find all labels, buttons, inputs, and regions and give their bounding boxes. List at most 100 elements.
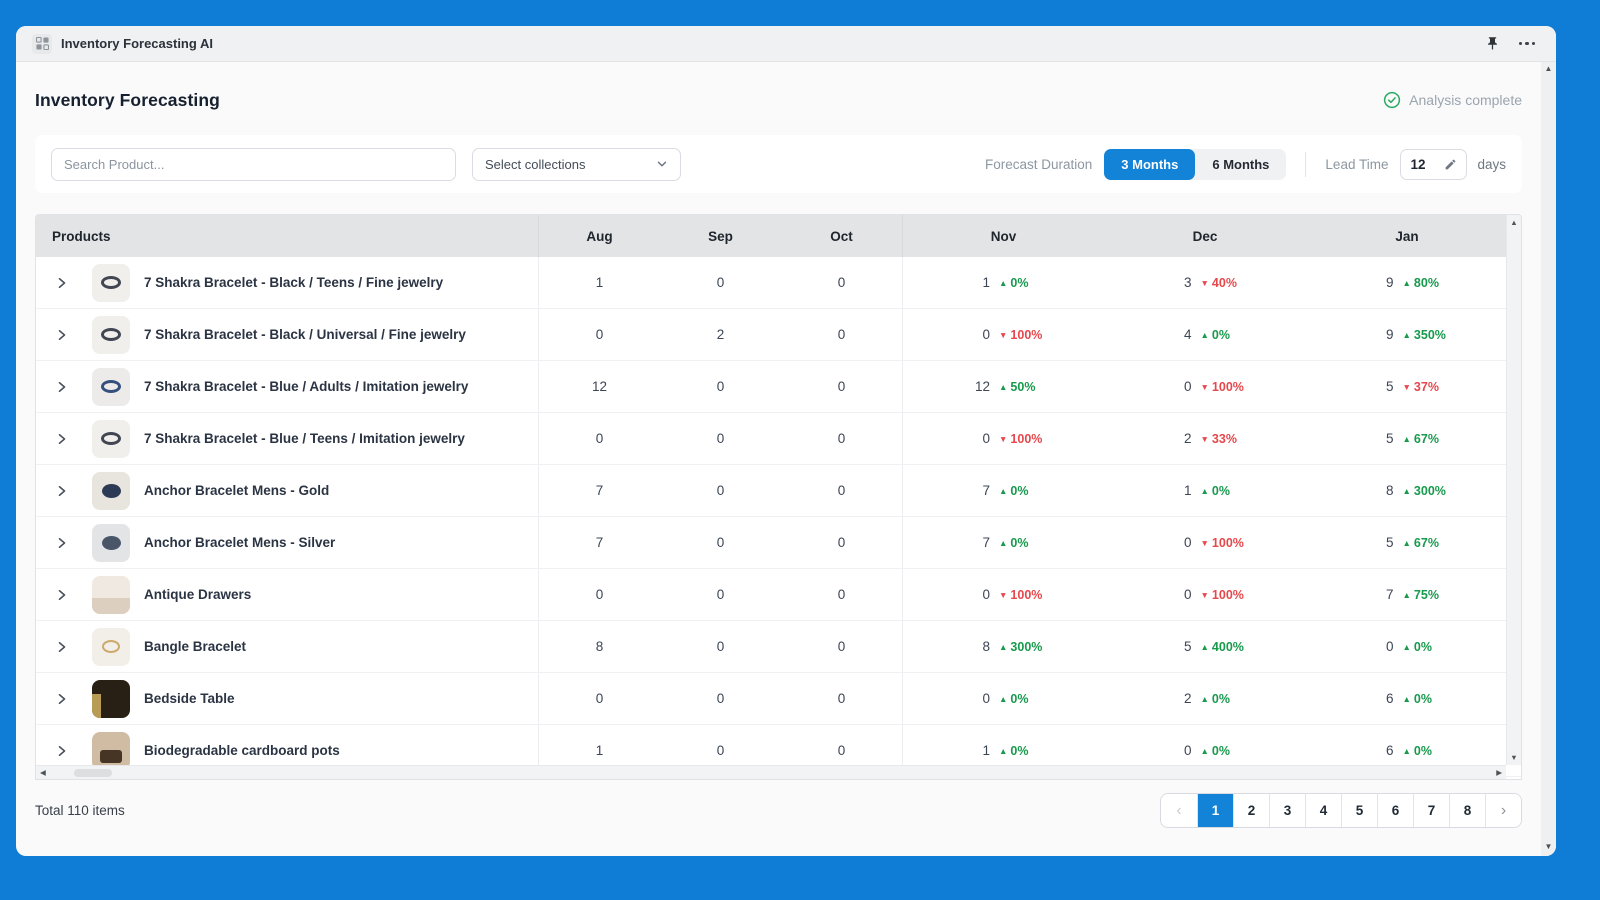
horizontal-scroll-thumb[interactable] <box>74 769 112 777</box>
lead-time-value: 12 <box>1410 156 1426 172</box>
dec-forecast-cell: 2 ▲ 0% <box>1104 673 1306 724</box>
sep-value: 0 <box>716 587 725 602</box>
pagination-page-1[interactable]: 1 <box>1197 794 1233 827</box>
dec-forecast-cell: 0 ▲ 0% <box>1104 725 1306 776</box>
aug-value: 8 <box>595 639 604 654</box>
jan-trend-up: ▲ 67% <box>1402 535 1439 550</box>
expand-row-button[interactable] <box>56 693 70 705</box>
pagination-page-4[interactable]: 4 <box>1305 794 1341 827</box>
pagination: ‹ 1 2 3 4 5 6 7 8 › <box>1160 793 1522 828</box>
aug-value: 0 <box>595 431 604 446</box>
collections-select[interactable]: Select collections <box>472 147 681 181</box>
window-scroll-up-icon[interactable]: ▲ <box>1544 64 1553 73</box>
table-row[interactable]: Anchor Bracelet Mens - Silver 7 0 0 7 ▲ 0% 0 ▼ 10… <box>36 517 1521 569</box>
sep-value: 2 <box>716 327 725 342</box>
table-header: Products Aug Sep Oct Nov Dec Jan <box>36 215 1521 257</box>
product-thumbnail <box>92 315 130 354</box>
nov-value: 7 <box>982 483 990 498</box>
sep-value: 0 <box>716 431 725 446</box>
lead-time-input[interactable]: 12 <box>1400 148 1468 180</box>
forecast-duration-toggle: 3 Months 6 Months <box>1104 148 1287 180</box>
duration-6-months-button[interactable]: 6 Months <box>1195 149 1286 180</box>
table-row[interactable]: Anchor Bracelet Mens - Gold 7 0 0 7 ▲ 0% 1 ▲ 0% 8 ▲… <box>36 465 1521 517</box>
nov-forecast-cell: 7 ▲ 0% <box>902 465 1104 516</box>
aug-value: 1 <box>595 275 604 290</box>
sep-value: 0 <box>716 483 725 498</box>
pin-icon[interactable] <box>1479 31 1505 57</box>
scroll-up-icon[interactable]: ▲ <box>1510 218 1518 227</box>
nov-forecast-cell: 8 ▲ 300% <box>902 621 1104 672</box>
column-header-dec: Dec <box>1192 228 1218 244</box>
table-row[interactable]: 7 Shakra Bracelet - Blue / Adults / Imit… <box>36 361 1521 413</box>
total-items-label: Total 110 items <box>35 803 125 818</box>
nov-forecast-cell: 12 ▲ 50% <box>902 361 1104 412</box>
sep-value: 0 <box>716 691 725 706</box>
dec-trend-down: ▼ 100% <box>1200 535 1244 550</box>
trend-up-icon: ▲ <box>1402 277 1411 288</box>
oct-value: 0 <box>837 639 846 654</box>
expand-row-button[interactable] <box>56 537 70 549</box>
table-vertical-scrollbar[interactable]: ▲ ▼ <box>1506 215 1521 765</box>
table-horizontal-scrollbar[interactable]: ◀ ▶ <box>36 765 1506 779</box>
jan-value: 5 <box>1385 535 1394 550</box>
table-body: 7 Shakra Bracelet - Black / Teens / Fine… <box>36 257 1521 777</box>
nov-value: 7 <box>982 535 990 550</box>
pagination-next[interactable]: › <box>1485 794 1521 827</box>
expand-row-button[interactable] <box>56 381 70 393</box>
aug-value: 0 <box>595 691 604 706</box>
jan-forecast-cell: 0 ▲ 0% <box>1306 621 1508 672</box>
duration-3-months-button[interactable]: 3 Months <box>1104 148 1196 180</box>
pagination-page-5[interactable]: 5 <box>1341 794 1377 827</box>
scroll-down-icon[interactable]: ▼ <box>1510 753 1518 762</box>
window-scroll-down-icon[interactable]: ▼ <box>1544 842 1553 851</box>
table-row[interactable]: 7 Shakra Bracelet - Black / Teens / Fine… <box>36 257 1521 309</box>
expand-row-button[interactable] <box>56 589 70 601</box>
table-row[interactable]: 7 Shakra Bracelet - Black / Universal / … <box>36 309 1521 361</box>
expand-row-button[interactable] <box>56 329 70 341</box>
pagination-page-8[interactable]: 8 <box>1449 794 1485 827</box>
jan-trend-up: ▲ 0% <box>1402 743 1433 758</box>
jan-forecast-cell: 7 ▲ 75% <box>1306 569 1508 620</box>
table-row[interactable]: Bedside Table 0 0 0 0 ▲ 0% 2 ▲ 0% 6 ▲ 0% <box>36 673 1521 725</box>
trend-up-icon: ▲ <box>1402 485 1411 496</box>
app-title: Inventory Forecasting AI <box>61 36 213 51</box>
pencil-icon <box>1446 159 1456 169</box>
pagination-prev[interactable]: ‹ <box>1161 794 1197 827</box>
pagination-page-3[interactable]: 3 <box>1269 794 1305 827</box>
product-name: 7 Shakra Bracelet - Black / Universal / … <box>144 327 466 342</box>
column-header-nov: Nov <box>902 215 1104 257</box>
expand-row-button[interactable] <box>56 641 70 653</box>
dec-value: 4 <box>1183 327 1192 342</box>
expand-row-button[interactable] <box>56 277 70 289</box>
table-row[interactable]: Bangle Bracelet 8 0 0 8 ▲ 300% 5 ▲ 400% 0 ▲ 0% <box>36 621 1521 673</box>
dec-value: 3 <box>1183 275 1192 290</box>
dec-forecast-cell: 0 ▼ 100% <box>1104 569 1306 620</box>
pagination-page-2[interactable]: 2 <box>1233 794 1269 827</box>
product-cell: Bedside Table <box>36 673 539 724</box>
check-circle-icon <box>1384 91 1401 109</box>
trend-down-icon: ▼ <box>1402 381 1411 392</box>
more-options-icon[interactable] <box>1514 31 1540 57</box>
scroll-left-icon[interactable]: ◀ <box>40 768 46 777</box>
jan-value: 9 <box>1385 327 1394 342</box>
pagination-page-6[interactable]: 6 <box>1377 794 1413 827</box>
scroll-right-icon[interactable]: ▶ <box>1496 768 1502 777</box>
column-header-aug: Aug <box>586 228 613 244</box>
search-input[interactable] <box>51 147 456 181</box>
window-scrollbar[interactable]: ▲ ▼ <box>1541 62 1556 856</box>
jan-trend-up: ▲ 75% <box>1402 587 1439 602</box>
nov-value: 8 <box>982 639 990 654</box>
table-row[interactable]: Antique Drawers 0 0 0 0 ▼ 100% 0 ▼ 100% 7 ▲ 75% <box>36 569 1521 621</box>
nov-forecast-cell: 1 ▲ 0% <box>902 257 1104 308</box>
pagination-page-7[interactable]: 7 <box>1413 794 1449 827</box>
trend-down-icon: ▼ <box>1200 381 1209 392</box>
table-row[interactable]: 7 Shakra Bracelet - Blue / Teens / Imita… <box>36 413 1521 465</box>
product-name: 7 Shakra Bracelet - Blue / Adults / Imit… <box>144 379 469 394</box>
dec-forecast-cell: 4 ▲ 0% <box>1104 309 1306 360</box>
expand-row-button[interactable] <box>56 485 70 497</box>
product-name: Bangle Bracelet <box>144 639 247 654</box>
expand-row-button[interactable] <box>56 745 70 757</box>
product-name: Anchor Bracelet Mens - Gold <box>144 483 330 498</box>
dec-trend-down: ▼ 100% <box>1200 587 1244 602</box>
expand-row-button[interactable] <box>56 433 70 445</box>
